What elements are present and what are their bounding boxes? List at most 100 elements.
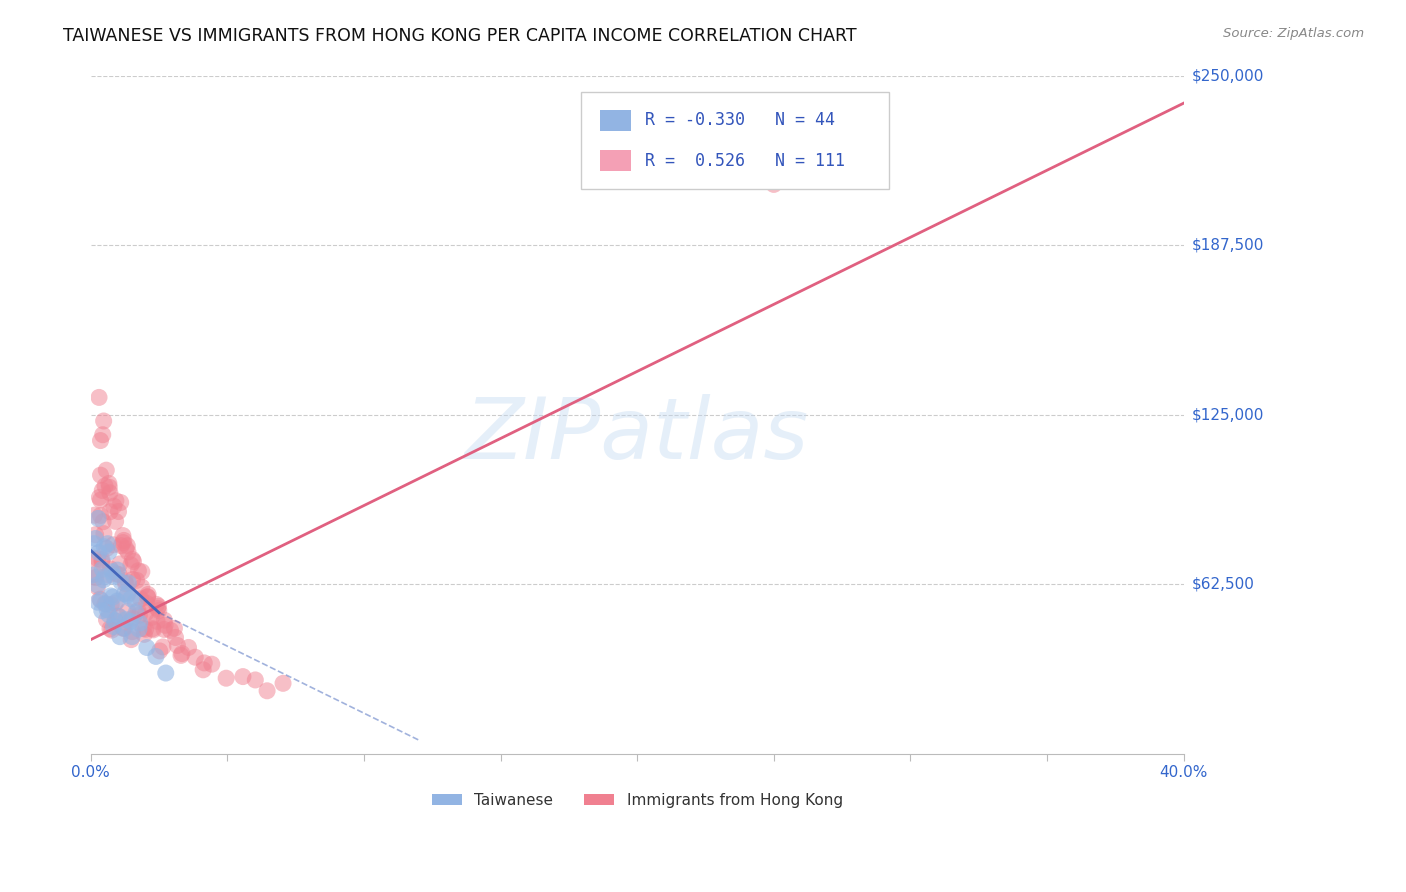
Point — [93, 540, 115, 554]
Point — [107, 504, 129, 518]
Point — [94, 597, 117, 611]
Text: R =  0.526   N = 111: R = 0.526 N = 111 — [645, 152, 845, 169]
Point — [163, 621, 186, 635]
Point — [91, 553, 114, 567]
Point — [91, 555, 114, 569]
Point — [155, 666, 177, 681]
Point — [114, 613, 136, 627]
Point — [145, 649, 167, 664]
Point — [97, 537, 120, 551]
Point — [170, 648, 193, 663]
Point — [80, 568, 103, 582]
Point — [93, 526, 115, 541]
Point — [112, 587, 135, 601]
Point — [110, 495, 132, 509]
Point — [89, 493, 111, 508]
Point — [159, 624, 181, 638]
Point — [104, 614, 127, 628]
Point — [103, 619, 125, 633]
Point — [91, 427, 114, 442]
Point — [193, 656, 215, 670]
Point — [93, 573, 115, 587]
Point — [117, 539, 139, 553]
Point — [98, 622, 121, 636]
Point — [104, 493, 127, 508]
Point — [105, 594, 128, 608]
Point — [136, 590, 159, 604]
Point — [108, 630, 131, 644]
Point — [125, 574, 148, 588]
Point — [90, 468, 112, 483]
Point — [101, 623, 124, 637]
Point — [112, 621, 135, 635]
Point — [90, 604, 112, 618]
Point — [115, 541, 138, 556]
Text: ZIPatlas: ZIPatlas — [465, 393, 810, 476]
Point — [128, 615, 150, 630]
Point — [120, 615, 142, 629]
Point — [87, 551, 110, 566]
Point — [129, 591, 152, 606]
Point — [96, 597, 118, 611]
Point — [112, 533, 135, 548]
Point — [104, 596, 127, 610]
Point — [84, 571, 107, 585]
Point — [101, 565, 124, 579]
Point — [121, 630, 143, 644]
Point — [114, 576, 136, 591]
Text: R = -0.330   N = 44: R = -0.330 N = 44 — [645, 112, 835, 129]
Point — [86, 578, 108, 592]
Point — [110, 575, 132, 590]
Point — [108, 567, 131, 582]
Point — [146, 601, 169, 615]
Point — [121, 611, 143, 625]
Point — [215, 671, 238, 685]
Point — [201, 657, 224, 672]
Point — [98, 505, 121, 519]
Point — [136, 590, 159, 604]
Point — [121, 624, 143, 639]
Point — [84, 527, 107, 541]
Point — [128, 608, 150, 623]
Point — [90, 593, 112, 607]
Point — [762, 178, 785, 192]
Point — [96, 603, 118, 617]
Point — [103, 569, 125, 583]
Point — [271, 676, 294, 690]
Point — [94, 479, 117, 493]
Text: TAIWANESE VS IMMIGRANTS FROM HONG KONG PER CAPITA INCOME CORRELATION CHART: TAIWANESE VS IMMIGRANTS FROM HONG KONG P… — [63, 27, 856, 45]
Point — [111, 528, 134, 542]
Point — [89, 491, 111, 505]
Point — [135, 622, 157, 636]
Point — [136, 587, 159, 601]
Point — [89, 434, 111, 448]
Point — [120, 591, 142, 606]
Point — [104, 614, 127, 628]
Point — [125, 606, 148, 620]
Point — [134, 627, 156, 641]
Point — [184, 650, 207, 665]
Point — [84, 532, 107, 546]
Point — [83, 567, 105, 582]
Point — [117, 545, 139, 559]
Point — [120, 558, 142, 572]
Point — [145, 598, 167, 612]
Point — [148, 599, 170, 614]
Point — [98, 545, 121, 559]
Point — [91, 515, 114, 529]
Point — [165, 631, 187, 645]
Point — [100, 589, 122, 603]
Point — [105, 566, 128, 581]
Point — [98, 486, 121, 500]
Point — [117, 586, 139, 600]
Point — [83, 536, 105, 550]
Point — [256, 683, 278, 698]
Point — [142, 623, 165, 637]
Point — [117, 588, 139, 602]
Point — [96, 463, 118, 477]
Point — [97, 568, 120, 582]
Point — [104, 515, 127, 529]
Point — [107, 609, 129, 624]
Point — [93, 414, 115, 428]
Point — [148, 603, 170, 617]
